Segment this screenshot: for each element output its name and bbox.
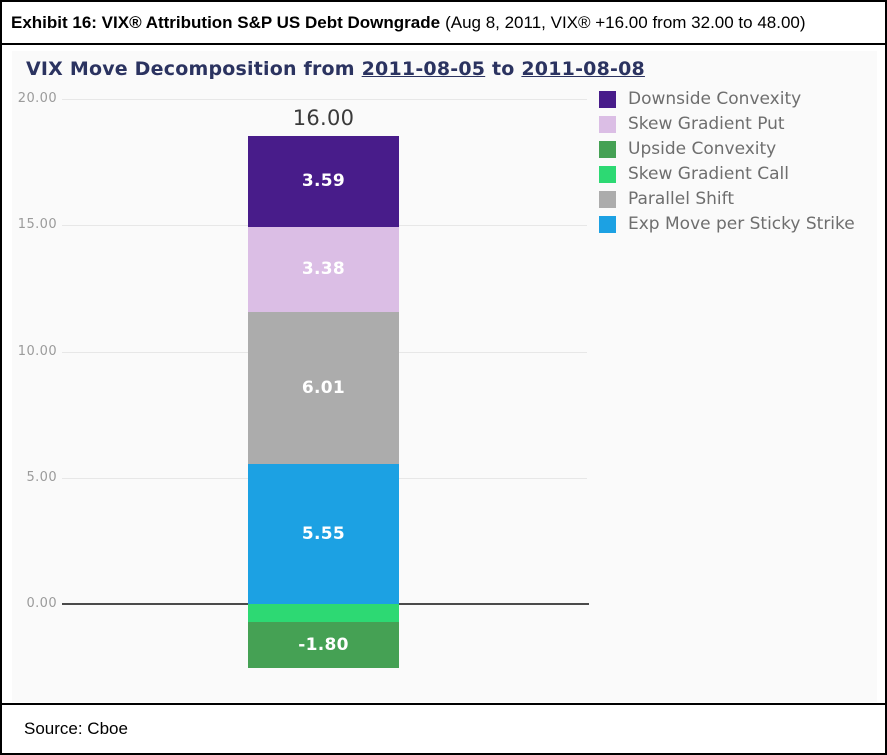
legend-item[interactable]: Downside Convexity	[599, 91, 855, 108]
legend: Downside Convexity Skew Gradient Put Upsid…	[599, 91, 855, 233]
legend-label: Skew Gradient Call	[628, 164, 789, 184]
bar-segment-value: 3.59	[301, 171, 346, 192]
bar-segment-value: -1.80	[298, 635, 349, 656]
y-tick-label: 5.00	[26, 469, 57, 485]
bar-segment-value: 6.01	[301, 377, 346, 398]
legend-item[interactable]: Exp Move per Sticky Strike	[599, 216, 855, 233]
legend-item[interactable]: Parallel Shift	[599, 191, 855, 208]
end-date-link[interactable]: 2011-08-08	[521, 58, 645, 80]
gridline	[62, 99, 587, 100]
legend-item[interactable]: Skew Gradient Call	[599, 166, 855, 183]
bar-segment[interactable]: 3.59	[248, 136, 399, 227]
legend-swatch	[599, 216, 616, 233]
bar-total-label: 16.00	[292, 106, 355, 131]
bar-segment[interactable]: -1.80	[248, 622, 399, 668]
y-tick-label: 15.00	[17, 217, 57, 233]
legend-swatch	[599, 166, 616, 183]
legend-label: Exp Move per Sticky Strike	[628, 214, 855, 234]
chart-title: VIX Move Decomposition from 2011-08-05 t…	[26, 58, 645, 80]
legend-label: Downside Convexity	[628, 89, 802, 109]
y-tick-label: 20.00	[17, 91, 57, 106]
y-tick-label: 10.00	[17, 343, 57, 359]
legend-label: Upside Convexity	[628, 139, 777, 159]
legend-item[interactable]: Skew Gradient Put	[599, 116, 855, 133]
source-text: Source: Cboe	[24, 719, 128, 738]
exhibit-title: Exhibit 16: VIX® Attribution S&P US Debt…	[11, 12, 441, 32]
bar-segment[interactable]: 5.55	[248, 463, 399, 604]
legend-label: Parallel Shift	[628, 189, 734, 209]
bar-segment-value: 3.38	[301, 259, 346, 280]
bar-segment-value: 5.55	[301, 523, 346, 544]
exhibit-header: Exhibit 16: VIX® Attribution S&P US Debt…	[2, 2, 885, 45]
bar-segment[interactable]	[248, 604, 399, 623]
chart-title-middle: to	[492, 58, 515, 80]
y-tick-label: 0.00	[26, 596, 57, 611]
legend-swatch	[599, 191, 616, 208]
exhibit-footer: Source: Cboe	[2, 703, 885, 753]
start-date-link[interactable]: 2011-08-05	[361, 58, 486, 80]
bar-segment[interactable]: 3.38	[248, 226, 399, 313]
bar-segment[interactable]: 6.01	[248, 312, 399, 464]
plot-area: 20.00 15.00 10.00 5.00 0.00 3.59 3.38 6.01 5.55 -…	[12, 51, 877, 702]
chart-title-prefix: VIX Move Decomposition from	[26, 58, 355, 80]
exhibit-subtitle: (Aug 8, 2011, VIX® +16.00 from 32.00 to …	[445, 12, 806, 32]
legend-label: Skew Gradient Put	[628, 114, 785, 134]
legend-swatch	[599, 116, 616, 133]
legend-swatch	[599, 91, 616, 108]
legend-swatch	[599, 141, 616, 158]
chart-panel: VIX Move Decomposition from 2011-08-05 t…	[12, 51, 877, 702]
legend-item[interactable]: Upside Convexity	[599, 141, 855, 158]
